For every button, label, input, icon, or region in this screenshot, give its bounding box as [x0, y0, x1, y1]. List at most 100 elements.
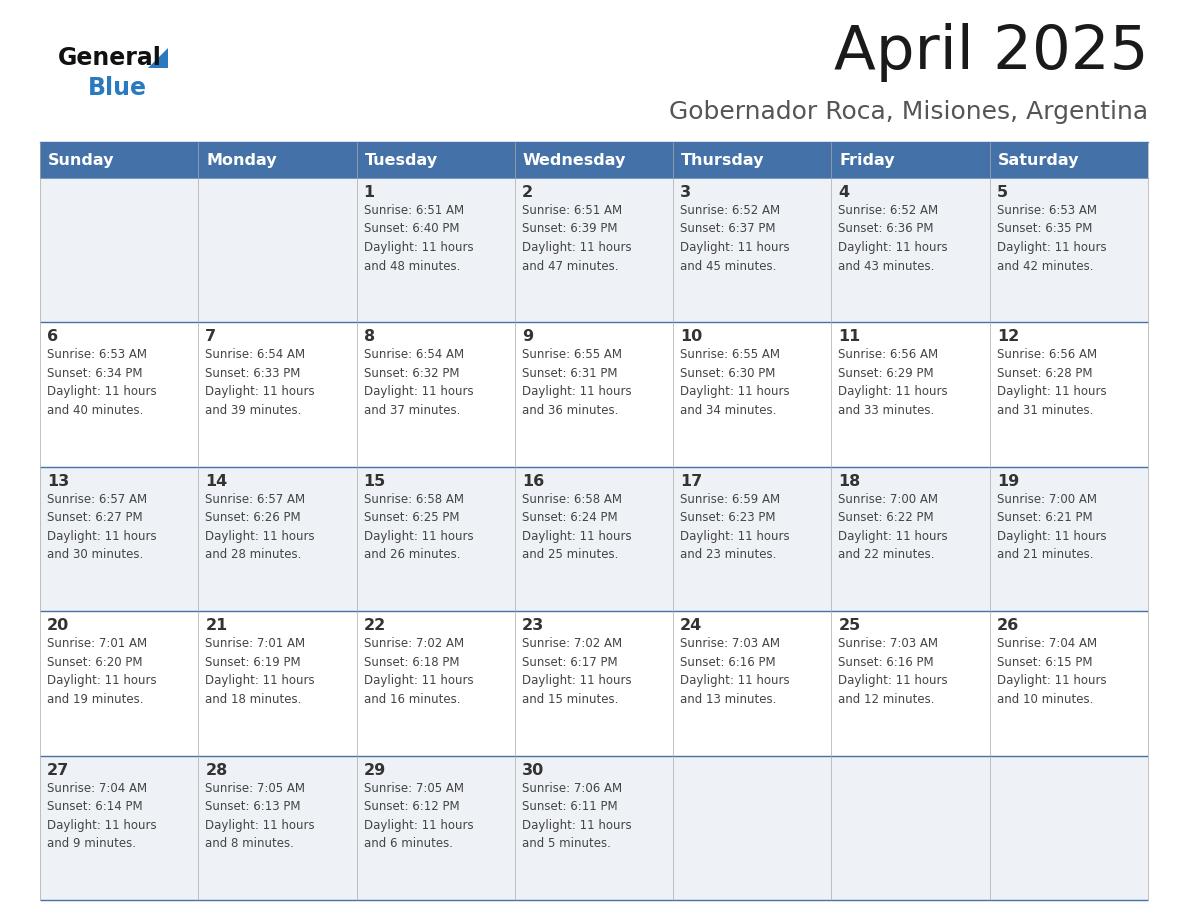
- Text: Sunrise: 7:02 AM
Sunset: 6:17 PM
Daylight: 11 hours
and 15 minutes.: Sunrise: 7:02 AM Sunset: 6:17 PM Dayligh…: [522, 637, 632, 706]
- Text: Friday: Friday: [840, 152, 895, 167]
- Text: Sunrise: 6:57 AM
Sunset: 6:27 PM
Daylight: 11 hours
and 30 minutes.: Sunrise: 6:57 AM Sunset: 6:27 PM Dayligh…: [48, 493, 157, 561]
- Text: Gobernador Roca, Misiones, Argentina: Gobernador Roca, Misiones, Argentina: [669, 100, 1148, 124]
- Bar: [514, 178, 674, 322]
- Bar: [198, 756, 356, 900]
- Text: Sunrise: 6:52 AM
Sunset: 6:37 PM
Daylight: 11 hours
and 45 minutes.: Sunrise: 6:52 AM Sunset: 6:37 PM Dayligh…: [681, 204, 790, 273]
- Text: Sunrise: 7:01 AM
Sunset: 6:19 PM
Daylight: 11 hours
and 18 minutes.: Sunrise: 7:01 AM Sunset: 6:19 PM Dayligh…: [206, 637, 315, 706]
- Bar: [40, 142, 198, 178]
- Text: Monday: Monday: [207, 152, 277, 167]
- Text: Sunrise: 7:01 AM
Sunset: 6:20 PM
Daylight: 11 hours
and 19 minutes.: Sunrise: 7:01 AM Sunset: 6:20 PM Dayligh…: [48, 637, 157, 706]
- Text: Sunrise: 6:51 AM
Sunset: 6:40 PM
Daylight: 11 hours
and 48 minutes.: Sunrise: 6:51 AM Sunset: 6:40 PM Dayligh…: [364, 204, 473, 273]
- Text: Saturday: Saturday: [998, 152, 1079, 167]
- Text: Sunrise: 6:54 AM
Sunset: 6:33 PM
Daylight: 11 hours
and 39 minutes.: Sunrise: 6:54 AM Sunset: 6:33 PM Dayligh…: [206, 349, 315, 417]
- Text: Tuesday: Tuesday: [365, 152, 437, 167]
- Bar: [198, 466, 356, 611]
- Text: Sunrise: 7:00 AM
Sunset: 6:21 PM
Daylight: 11 hours
and 21 minutes.: Sunrise: 7:00 AM Sunset: 6:21 PM Dayligh…: [997, 493, 1106, 561]
- Bar: [514, 142, 674, 178]
- Bar: [514, 611, 674, 756]
- Text: Sunrise: 6:53 AM
Sunset: 6:35 PM
Daylight: 11 hours
and 42 minutes.: Sunrise: 6:53 AM Sunset: 6:35 PM Dayligh…: [997, 204, 1106, 273]
- Text: 2: 2: [522, 185, 533, 200]
- Text: 15: 15: [364, 474, 386, 488]
- Bar: [990, 322, 1148, 466]
- Text: 16: 16: [522, 474, 544, 488]
- Text: Sunrise: 7:05 AM
Sunset: 6:13 PM
Daylight: 11 hours
and 8 minutes.: Sunrise: 7:05 AM Sunset: 6:13 PM Dayligh…: [206, 781, 315, 850]
- Bar: [40, 178, 198, 322]
- Text: 13: 13: [48, 474, 69, 488]
- Text: Sunrise: 6:57 AM
Sunset: 6:26 PM
Daylight: 11 hours
and 28 minutes.: Sunrise: 6:57 AM Sunset: 6:26 PM Dayligh…: [206, 493, 315, 561]
- Text: 28: 28: [206, 763, 228, 778]
- Text: Sunrise: 6:58 AM
Sunset: 6:24 PM
Daylight: 11 hours
and 25 minutes.: Sunrise: 6:58 AM Sunset: 6:24 PM Dayligh…: [522, 493, 632, 561]
- Text: 20: 20: [48, 618, 69, 633]
- Text: Wednesday: Wednesday: [523, 152, 626, 167]
- Text: Sunrise: 6:56 AM
Sunset: 6:28 PM
Daylight: 11 hours
and 31 minutes.: Sunrise: 6:56 AM Sunset: 6:28 PM Dayligh…: [997, 349, 1106, 417]
- Bar: [832, 178, 990, 322]
- Bar: [40, 466, 198, 611]
- Text: Sunrise: 6:52 AM
Sunset: 6:36 PM
Daylight: 11 hours
and 43 minutes.: Sunrise: 6:52 AM Sunset: 6:36 PM Dayligh…: [839, 204, 948, 273]
- Text: Sunrise: 6:51 AM
Sunset: 6:39 PM
Daylight: 11 hours
and 47 minutes.: Sunrise: 6:51 AM Sunset: 6:39 PM Dayligh…: [522, 204, 632, 273]
- Text: 26: 26: [997, 618, 1019, 633]
- Bar: [356, 466, 514, 611]
- Bar: [198, 611, 356, 756]
- Text: 19: 19: [997, 474, 1019, 488]
- Bar: [832, 142, 990, 178]
- Bar: [674, 142, 832, 178]
- Text: 9: 9: [522, 330, 533, 344]
- Bar: [356, 142, 514, 178]
- Bar: [832, 611, 990, 756]
- Bar: [356, 322, 514, 466]
- Text: Sunrise: 7:03 AM
Sunset: 6:16 PM
Daylight: 11 hours
and 12 minutes.: Sunrise: 7:03 AM Sunset: 6:16 PM Dayligh…: [839, 637, 948, 706]
- Text: Sunrise: 6:56 AM
Sunset: 6:29 PM
Daylight: 11 hours
and 33 minutes.: Sunrise: 6:56 AM Sunset: 6:29 PM Dayligh…: [839, 349, 948, 417]
- Text: Sunrise: 6:55 AM
Sunset: 6:30 PM
Daylight: 11 hours
and 34 minutes.: Sunrise: 6:55 AM Sunset: 6:30 PM Dayligh…: [681, 349, 790, 417]
- Bar: [832, 466, 990, 611]
- Bar: [674, 756, 832, 900]
- Text: 21: 21: [206, 618, 228, 633]
- Polygon shape: [148, 48, 168, 68]
- Text: 27: 27: [48, 763, 69, 778]
- Bar: [198, 142, 356, 178]
- Bar: [356, 178, 514, 322]
- Bar: [990, 756, 1148, 900]
- Text: Sunrise: 6:53 AM
Sunset: 6:34 PM
Daylight: 11 hours
and 40 minutes.: Sunrise: 6:53 AM Sunset: 6:34 PM Dayligh…: [48, 349, 157, 417]
- Bar: [990, 142, 1148, 178]
- Bar: [514, 466, 674, 611]
- Text: Sunday: Sunday: [48, 152, 114, 167]
- Bar: [40, 322, 198, 466]
- Text: 7: 7: [206, 330, 216, 344]
- Text: 17: 17: [681, 474, 702, 488]
- Bar: [990, 611, 1148, 756]
- Text: Sunrise: 7:06 AM
Sunset: 6:11 PM
Daylight: 11 hours
and 5 minutes.: Sunrise: 7:06 AM Sunset: 6:11 PM Dayligh…: [522, 781, 632, 850]
- Text: 5: 5: [997, 185, 1007, 200]
- Bar: [990, 178, 1148, 322]
- Bar: [514, 756, 674, 900]
- Text: 22: 22: [364, 618, 386, 633]
- Bar: [674, 611, 832, 756]
- Text: 30: 30: [522, 763, 544, 778]
- Text: 14: 14: [206, 474, 228, 488]
- Text: Sunrise: 6:59 AM
Sunset: 6:23 PM
Daylight: 11 hours
and 23 minutes.: Sunrise: 6:59 AM Sunset: 6:23 PM Dayligh…: [681, 493, 790, 561]
- Text: 25: 25: [839, 618, 860, 633]
- Text: Sunrise: 7:03 AM
Sunset: 6:16 PM
Daylight: 11 hours
and 13 minutes.: Sunrise: 7:03 AM Sunset: 6:16 PM Dayligh…: [681, 637, 790, 706]
- Text: Thursday: Thursday: [681, 152, 765, 167]
- Text: Sunrise: 7:04 AM
Sunset: 6:14 PM
Daylight: 11 hours
and 9 minutes.: Sunrise: 7:04 AM Sunset: 6:14 PM Dayligh…: [48, 781, 157, 850]
- Text: 11: 11: [839, 330, 860, 344]
- Bar: [514, 322, 674, 466]
- Bar: [990, 466, 1148, 611]
- Text: General: General: [58, 46, 162, 70]
- Bar: [198, 322, 356, 466]
- Text: 29: 29: [364, 763, 386, 778]
- Text: April 2025: April 2025: [834, 23, 1148, 82]
- Text: Sunrise: 7:00 AM
Sunset: 6:22 PM
Daylight: 11 hours
and 22 minutes.: Sunrise: 7:00 AM Sunset: 6:22 PM Dayligh…: [839, 493, 948, 561]
- Bar: [674, 322, 832, 466]
- Text: 24: 24: [681, 618, 702, 633]
- Bar: [674, 178, 832, 322]
- Text: 10: 10: [681, 330, 702, 344]
- Text: Sunrise: 6:55 AM
Sunset: 6:31 PM
Daylight: 11 hours
and 36 minutes.: Sunrise: 6:55 AM Sunset: 6:31 PM Dayligh…: [522, 349, 632, 417]
- Text: Sunrise: 7:02 AM
Sunset: 6:18 PM
Daylight: 11 hours
and 16 minutes.: Sunrise: 7:02 AM Sunset: 6:18 PM Dayligh…: [364, 637, 473, 706]
- Text: Sunrise: 7:04 AM
Sunset: 6:15 PM
Daylight: 11 hours
and 10 minutes.: Sunrise: 7:04 AM Sunset: 6:15 PM Dayligh…: [997, 637, 1106, 706]
- Bar: [832, 322, 990, 466]
- Bar: [674, 466, 832, 611]
- Bar: [40, 756, 198, 900]
- Bar: [356, 756, 514, 900]
- Bar: [356, 611, 514, 756]
- Text: 1: 1: [364, 185, 374, 200]
